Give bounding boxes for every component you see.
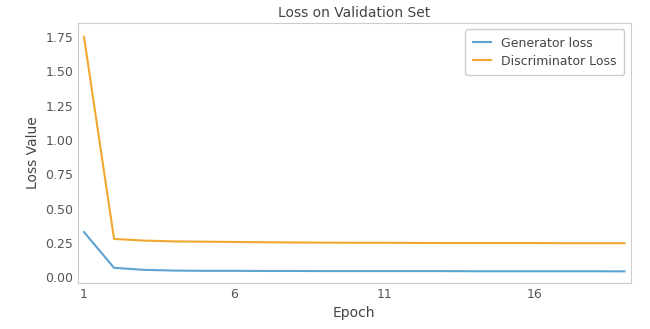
Title: Loss on Validation Set: Loss on Validation Set — [278, 7, 430, 20]
Discriminator Loss — [530, 241, 538, 245]
Discriminator Loss — [80, 35, 88, 39]
Discriminator Loss — [410, 241, 418, 245]
Generator loss — [471, 269, 478, 273]
Line: Generator loss: Generator loss — [84, 232, 625, 271]
Discriminator Loss — [350, 241, 358, 245]
Generator loss — [140, 268, 148, 272]
Generator loss — [410, 269, 418, 273]
Line: Discriminator Loss: Discriminator Loss — [84, 37, 625, 243]
Generator loss — [591, 269, 599, 273]
Discriminator Loss — [291, 240, 298, 244]
Generator loss — [500, 269, 508, 273]
Discriminator Loss — [380, 241, 388, 245]
Y-axis label: Loss Value: Loss Value — [25, 116, 40, 190]
Discriminator Loss — [621, 241, 629, 245]
Discriminator Loss — [471, 241, 478, 245]
Generator loss — [200, 269, 208, 273]
Discriminator Loss — [560, 241, 568, 245]
Generator loss — [560, 269, 568, 273]
Generator loss — [380, 269, 388, 273]
Generator loss — [170, 268, 178, 272]
Generator loss — [260, 269, 268, 273]
Discriminator Loss — [230, 240, 238, 244]
Discriminator Loss — [110, 237, 118, 241]
Discriminator Loss — [500, 241, 508, 245]
Discriminator Loss — [441, 241, 448, 245]
Discriminator Loss — [170, 240, 178, 243]
Generator loss — [621, 269, 629, 273]
Generator loss — [110, 266, 118, 270]
Generator loss — [230, 269, 238, 273]
Generator loss — [350, 269, 358, 273]
Discriminator Loss — [200, 240, 208, 244]
Discriminator Loss — [140, 239, 148, 242]
Legend: Generator loss, Discriminator Loss: Generator loss, Discriminator Loss — [465, 29, 624, 75]
Discriminator Loss — [320, 241, 328, 245]
Generator loss — [80, 230, 88, 234]
Generator loss — [530, 269, 538, 273]
Discriminator Loss — [260, 240, 268, 244]
Generator loss — [441, 269, 448, 273]
Generator loss — [320, 269, 328, 273]
X-axis label: Epoch: Epoch — [333, 306, 376, 320]
Generator loss — [291, 269, 298, 273]
Discriminator Loss — [591, 241, 599, 245]
